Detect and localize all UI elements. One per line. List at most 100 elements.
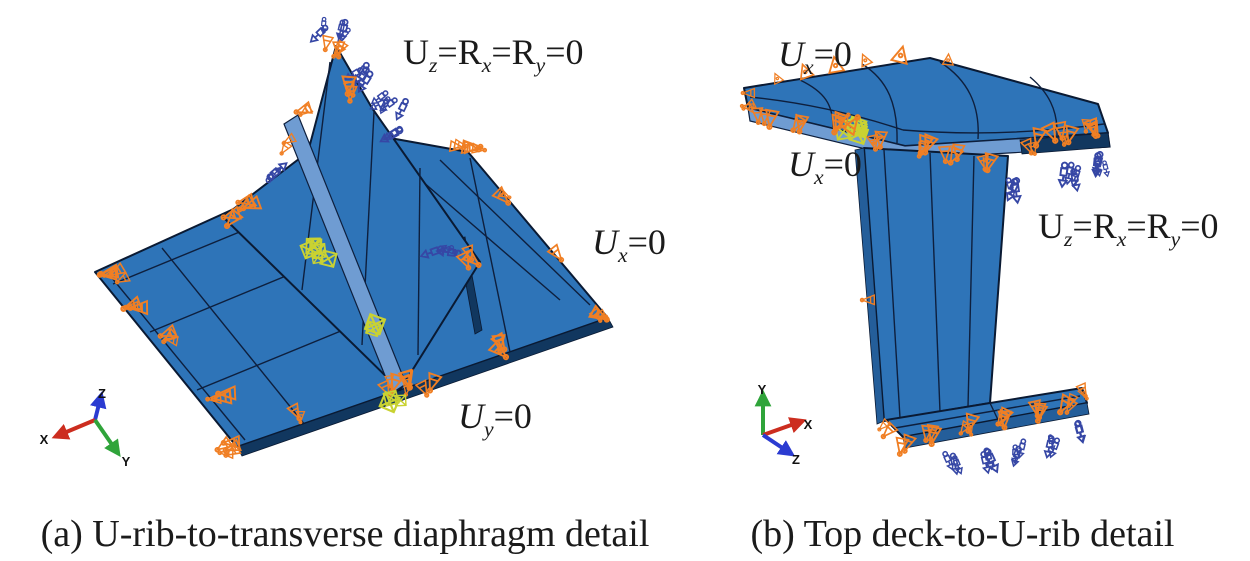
bc-symbol-cone — [790, 113, 808, 133]
axis-triad-a: Z X Y — [40, 386, 131, 469]
axis-label-y: Y — [758, 382, 767, 397]
bc-symbol-hang — [983, 447, 995, 471]
bc-symbol-cone — [461, 244, 475, 263]
bc-symbol-hang — [357, 70, 374, 94]
fea-figure-svg: Z X Y — [40, 16, 1111, 476]
bc-symbol-cone — [1082, 116, 1099, 139]
bc-symbol-hang — [265, 166, 282, 184]
bc-symbol-cone — [1040, 121, 1059, 144]
bc-symbol-cone — [322, 34, 335, 53]
boundary-condition-glyphs-a — [96, 16, 610, 460]
bc-symbol-hang — [1102, 160, 1110, 178]
bc-symbol-cone — [750, 107, 764, 125]
bc-symbol-square — [364, 320, 382, 338]
subcaption-a: (a) U-rib-to-transverse diaphragm detail — [40, 513, 650, 555]
bc-symbol-cone — [293, 100, 314, 115]
bc-symbol-cone — [1027, 399, 1041, 419]
bc-label-ux-a: Ux=0 — [592, 222, 666, 268]
boundary-condition-glyphs-b — [739, 44, 1110, 476]
bc-symbol-cone — [220, 205, 242, 221]
bc-symbol-tri — [941, 52, 955, 66]
bc-symbol-cone — [114, 271, 131, 285]
bc-symbol-hang — [1016, 438, 1027, 460]
bc-symbol-hang — [337, 27, 351, 42]
bc-symbol-cone — [1077, 386, 1089, 401]
bc-symbol-cone — [739, 102, 755, 114]
bc-symbol-cone — [880, 420, 899, 440]
bc-label-ux-mid-b: Ux=0 — [788, 144, 862, 190]
bc-symbol-cone — [463, 139, 484, 155]
bc-symbol-cone — [958, 419, 973, 436]
bc-symbol-hang — [419, 245, 445, 259]
axis-label-z: Z — [98, 386, 106, 401]
bc-symbol-square — [309, 237, 322, 250]
bc-symbol-cone — [491, 185, 512, 206]
bc-symbol-cone — [952, 143, 966, 163]
bc-symbol-cone — [995, 408, 1011, 427]
bc-symbol-hang — [1074, 419, 1087, 445]
bc-symbol-cone — [836, 112, 851, 129]
bc-symbol-cone — [1057, 131, 1069, 147]
bc-symbol-cone — [414, 379, 430, 398]
bc-label-symmetry-b: Uz=Rx=Ry=0 — [1038, 206, 1219, 252]
axis-label-x: X — [40, 432, 49, 447]
bc-symbol-tri — [827, 54, 846, 75]
bc-symbol-square — [299, 239, 320, 260]
bc-symbol-hang — [1070, 168, 1081, 193]
bc-symbol-square — [310, 251, 324, 265]
bc-label-ux-top-b: Ux=0 — [778, 34, 852, 80]
bc-symbol-tri — [799, 62, 816, 81]
bc-symbol-hang — [370, 90, 389, 105]
bc-symbol-cone — [877, 417, 892, 432]
bc-symbol-cone — [453, 138, 469, 149]
bc-symbol-cone — [740, 87, 756, 99]
bc-symbol-cone — [1066, 392, 1079, 408]
bc-symbol-cone — [342, 79, 356, 98]
bc-symbol-hang — [1043, 435, 1055, 459]
subcaption-b: (b) Top deck-to-U-rib detail — [750, 513, 1175, 555]
bc-label-uy-a: Uy=0 — [458, 396, 532, 442]
bc-symbol-hang — [1093, 156, 1103, 178]
bc-symbol-cone — [841, 114, 861, 137]
bc-symbol-cone — [108, 261, 127, 278]
bc-symbol-hang — [395, 97, 409, 121]
axis-label-y: Y — [122, 454, 131, 469]
bc-symbol-hang — [1005, 177, 1016, 198]
bc-symbol-cone — [163, 336, 179, 347]
bc-symbol-cone — [859, 294, 876, 306]
bc-symbol-cone — [965, 412, 981, 434]
bc-symbol-hang — [309, 24, 329, 43]
bc-symbol-cone — [917, 133, 934, 157]
bc-symbol-cone — [546, 243, 565, 263]
bc-symbol-cone — [334, 39, 349, 57]
panel-a-model: Z X Y — [40, 16, 614, 469]
bc-label-symmetry-a: Uz=Rx=Ry=0 — [403, 32, 584, 78]
bc-symbol-tri — [889, 44, 908, 65]
bc-symbol-cone — [279, 140, 293, 156]
bc-symbol-cone — [487, 338, 510, 361]
bc-symbol-cone — [901, 433, 918, 454]
axis-triad-b: Y X Z — [754, 382, 813, 467]
bc-symbol-cone — [871, 130, 885, 146]
bc-symbol-cone — [937, 145, 952, 165]
bc-symbol-hang — [382, 125, 403, 141]
bc-symbol-hang — [1057, 161, 1069, 189]
bc-symbol-cone — [426, 371, 443, 394]
bc-symbol-square — [378, 390, 402, 414]
bc-symbol-hang — [949, 452, 961, 476]
bc-symbol-cone — [217, 447, 234, 460]
bc-symbol-cone — [120, 295, 143, 312]
bc-symbol-cone — [984, 152, 1000, 174]
u-rib-web-plate — [863, 147, 1009, 422]
bc-symbol-cone — [758, 109, 772, 127]
bc-symbol-cone — [587, 304, 610, 323]
bc-symbol-cone — [455, 250, 472, 271]
bc-symbol-hang — [1010, 444, 1020, 465]
axis-label-z: Z — [792, 452, 800, 467]
bc-symbol-cone — [1032, 126, 1048, 149]
bc-symbol-cone — [286, 402, 302, 422]
bc-symbol-hang — [439, 244, 458, 256]
bc-symbol-cone — [240, 194, 263, 212]
web-mesh-lines — [883, 149, 975, 419]
